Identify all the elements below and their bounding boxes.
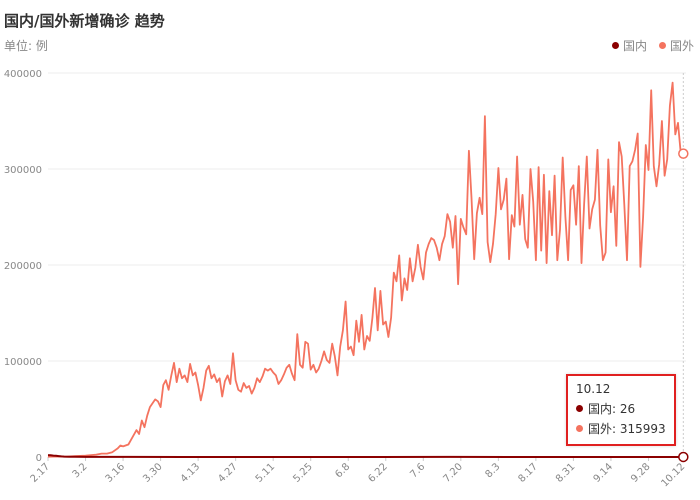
legend-dot-foreign (658, 42, 666, 49)
unit-label: 单位: 例 (4, 39, 48, 53)
x-tick-label: 6.8 (333, 461, 352, 480)
x-tick-label: 8.3 (483, 461, 502, 480)
tooltip-foreign-value: 国外: 315993 (588, 422, 666, 436)
y-tick-label: 0 (36, 453, 42, 464)
x-tick-label: 9.28 (629, 461, 653, 485)
tooltip-row-domestic: 国内: 26 (576, 400, 666, 417)
x-tick-label: 10.12 (659, 461, 687, 489)
tooltip-dot-domestic (576, 405, 583, 412)
x-tick-label: 4.27 (216, 461, 240, 485)
hover-marker-domestic (678, 451, 689, 463)
x-tick-label: 9.14 (592, 461, 616, 485)
x-axis-ticks: 2.17 3.2 3.16 3.30 4.13 4.27 5.11 5.25 6.8 6.22 7.… (29, 457, 687, 489)
tooltip-domestic-value: 国内: 26 (588, 402, 636, 416)
tooltip-dot-foreign (576, 425, 583, 432)
hover-marker-foreign (678, 148, 689, 159)
series-lines (47, 81, 684, 458)
x-tick-label: 3.30 (141, 461, 165, 485)
x-tick-label: 6.22 (366, 461, 390, 485)
x-tick-label: 8.17 (516, 461, 540, 485)
hover-tooltip: 10.12 国内: 26 国外: 315993 (566, 374, 676, 446)
legend-label-domestic: 国内 (622, 39, 647, 53)
x-tick-label: 7.20 (441, 461, 465, 485)
legend-label-foreign: 国外 (669, 39, 694, 53)
chart-title: 国内/国外新增确诊 趋势 (4, 12, 165, 30)
x-tick-label: 5.11 (254, 461, 278, 485)
legend: 国内 国外 (611, 37, 694, 54)
legend-dot-domestic (611, 42, 619, 49)
y-axis-ticks: 0 100000 200000 300000 400000 (4, 69, 42, 464)
x-tick-label: 8.31 (554, 461, 578, 485)
y-tick-label: 300000 (4, 165, 42, 176)
x-tick-label: 3.16 (104, 461, 128, 485)
x-tick-label: 2.17 (29, 461, 53, 485)
y-tick-label: 400000 (4, 69, 42, 80)
tooltip-date: 10.12 (576, 382, 611, 396)
series-line-foreign (47, 81, 684, 458)
x-tick-label: 7.6 (408, 461, 427, 480)
x-tick-label: 3.2 (71, 461, 90, 480)
y-tick-label: 100000 (4, 357, 42, 368)
legend-item-foreign[interactable]: 国外 (658, 37, 694, 54)
series-line-domestic (47, 454, 684, 458)
y-tick-label: 200000 (4, 261, 42, 272)
legend-item-domestic[interactable]: 国内 (611, 37, 647, 54)
hover-markers (678, 148, 689, 463)
x-tick-label: 4.13 (179, 461, 203, 485)
x-tick-label: 5.25 (291, 461, 315, 485)
tooltip-row-foreign: 国外: 315993 (576, 420, 666, 437)
